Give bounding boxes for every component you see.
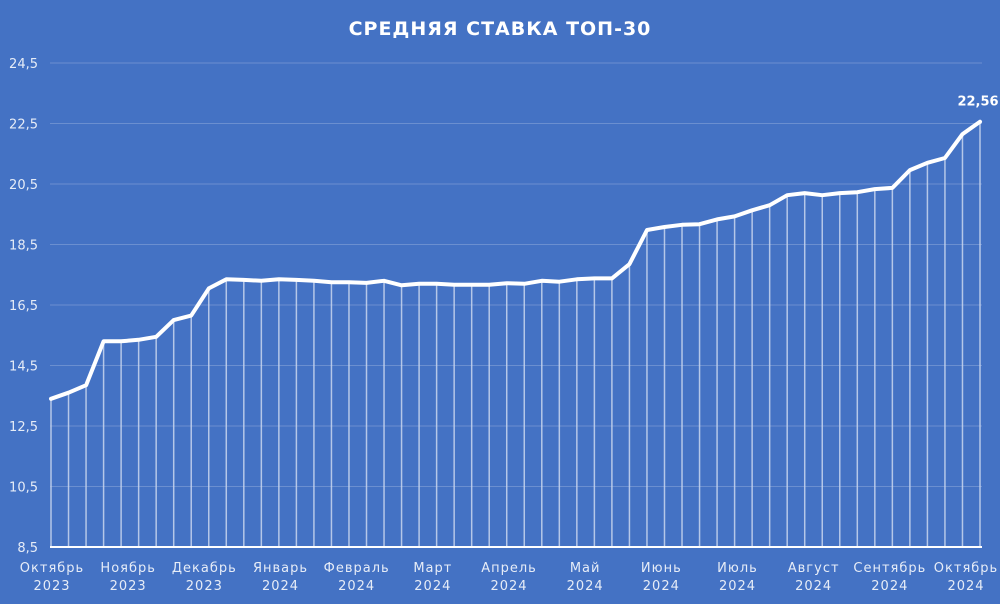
x-tick-month: Декабрь xyxy=(172,561,237,576)
y-tick-label: 12,5 xyxy=(9,420,38,435)
y-tick-label: 18,5 xyxy=(9,239,38,254)
x-tick-month: Сентябрь xyxy=(853,561,926,576)
x-tick-year: 2024 xyxy=(643,579,680,594)
drop-lines xyxy=(50,121,981,547)
x-tick-year: 2024 xyxy=(567,579,604,594)
x-tick-month: Ноябрь xyxy=(100,561,155,576)
x-tick-year: 2023 xyxy=(186,579,223,594)
y-tick-label: 20,5 xyxy=(9,178,38,193)
x-tick-year: 2023 xyxy=(33,579,70,594)
gridlines xyxy=(50,62,982,487)
series-line xyxy=(49,119,982,401)
x-tick-month: Апрель xyxy=(481,561,537,576)
x-tick-month: Июнь xyxy=(641,561,682,576)
x-tick-month: Март xyxy=(413,561,452,576)
data-label: 22,56 xyxy=(957,95,998,110)
y-tick-label: 8,5 xyxy=(17,541,38,556)
x-tick-year: 2024 xyxy=(338,579,375,594)
x-tick-month: Октябрь xyxy=(20,561,84,576)
x-tick-year: 2024 xyxy=(262,579,299,594)
x-axis-ticks: Октябрь 2023 Ноябрь 2023 Декабрь 2023 Январь 20… xyxy=(20,561,998,594)
x-tick-year: 2024 xyxy=(871,579,908,594)
x-tick-month: Октябрь xyxy=(934,561,998,576)
x-tick-year: 2024 xyxy=(719,579,756,594)
data-label-value: 22,56 xyxy=(957,95,998,110)
x-tick-year: 2023 xyxy=(110,579,147,594)
y-axis-ticks: 8,5 10,5 12,5 14,5 16,5 18,5 20,5 22,5 24,5 xyxy=(9,57,38,556)
x-tick-month: Июль xyxy=(717,561,758,576)
y-tick-label: 14,5 xyxy=(9,360,38,375)
x-tick-year: 2024 xyxy=(490,579,527,594)
y-tick-label: 22,5 xyxy=(9,118,38,133)
y-tick-label: 16,5 xyxy=(9,299,38,314)
x-tick-month: Май xyxy=(570,561,601,576)
x-tick-month: Август xyxy=(788,561,840,576)
x-tick-year: 2024 xyxy=(795,579,832,594)
x-tick-month: Январь xyxy=(253,561,308,576)
x-tick-year: 2024 xyxy=(414,579,451,594)
chart-title: СРЕДНЯЯ СТАВКА ТОП-30 xyxy=(348,18,652,40)
x-tick-month: Февраль xyxy=(324,561,390,576)
x-tick-year: 2024 xyxy=(947,579,984,594)
y-tick-label: 24,5 xyxy=(9,57,38,72)
y-tick-label: 10,5 xyxy=(9,481,38,496)
